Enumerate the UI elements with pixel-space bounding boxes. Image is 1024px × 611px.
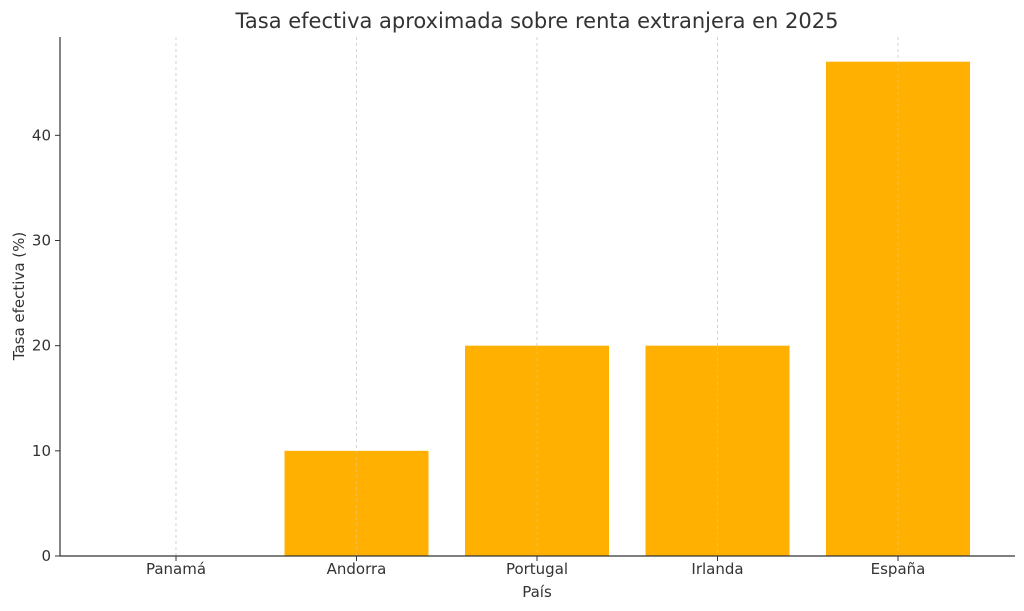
y-tick-label: 40 — [32, 126, 51, 144]
y-tick-label: 0 — [41, 547, 51, 565]
y-tick-label: 10 — [32, 442, 51, 460]
bar-1 — [284, 450, 429, 556]
y-ticks: 0 10 20 30 40 — [32, 126, 60, 565]
x-ticks: Panamá Andorra Portugal Irlanda España — [146, 556, 925, 578]
chart-title: Tasa efectiva aproximada sobre renta ext… — [235, 9, 839, 33]
y-tick-label: 20 — [32, 337, 51, 355]
x-tick-label: Portugal — [506, 560, 568, 578]
x-tick-label: España — [871, 560, 926, 578]
x-tick-label: Irlanda — [691, 560, 743, 578]
y-axis-label: Tasa efectiva (%) — [10, 232, 28, 361]
x-axis-label: País — [522, 583, 552, 601]
bars — [284, 61, 970, 556]
y-tick-label: 30 — [32, 231, 51, 249]
x-tick-label: Panamá — [146, 560, 206, 578]
x-tick-label: Andorra — [327, 560, 387, 578]
